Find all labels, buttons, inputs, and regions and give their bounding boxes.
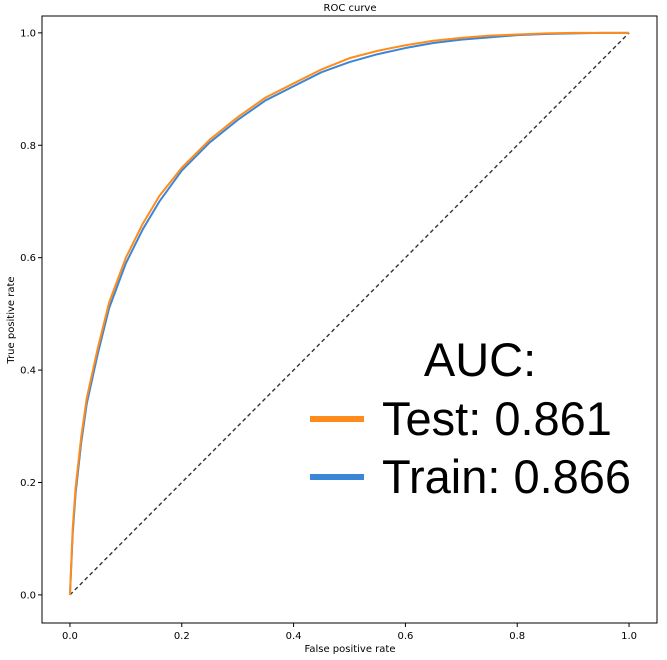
x-tick-label: 0.6 xyxy=(397,631,413,642)
legend-label-train: Train: 0.866 xyxy=(382,450,631,503)
y-tick-label: 0.4 xyxy=(20,366,36,377)
series-group xyxy=(68,31,630,596)
plot-area-frame xyxy=(41,15,658,624)
x-tick-label: 0.0 xyxy=(62,631,78,642)
y-tick-label: 0.0 xyxy=(20,590,36,601)
y-axis-title: True positive rate xyxy=(6,276,17,364)
chance-diagonal-line xyxy=(69,32,630,596)
y-tick-label: 1.0 xyxy=(20,28,36,39)
x-tick-label: 0.4 xyxy=(286,631,302,642)
y-tick-label: 0.2 xyxy=(20,478,36,489)
legend-title: AUC: xyxy=(424,333,536,386)
legend-label-test: Test: 0.861 xyxy=(382,392,612,445)
x-axis-title: False positive rate xyxy=(305,644,396,655)
y-axis: 0.0 0.2 0.4 0.6 0.8 1.0 xyxy=(20,28,42,601)
y-tick-label: 0.8 xyxy=(20,141,36,152)
chart-title: ROC curve xyxy=(324,3,377,14)
x-axis: 0.0 0.2 0.4 0.6 0.8 1.0 xyxy=(62,623,637,642)
x-tick-label: 0.8 xyxy=(509,631,525,642)
x-tick-label: 0.2 xyxy=(174,631,190,642)
x-tick-label: 1.0 xyxy=(621,631,637,642)
y-tick-label: 0.6 xyxy=(20,253,36,264)
legend: AUC: Test: 0.861 Train: 0.866 xyxy=(310,333,631,503)
series-test-line xyxy=(68,31,630,595)
